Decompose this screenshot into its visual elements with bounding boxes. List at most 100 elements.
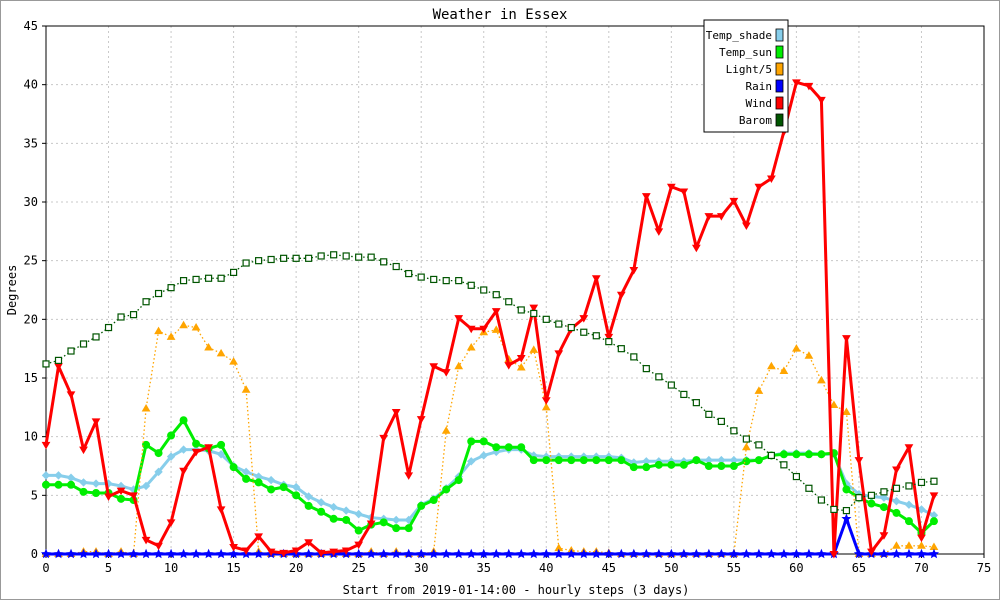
data-point-light-5 [904,541,914,549]
x-tick-label: 70 [914,561,928,575]
x-tick-label: 50 [664,561,678,575]
data-point-rain [766,548,777,559]
data-point-barom [192,275,200,284]
data-point-temp-sun [54,480,63,489]
data-point-wind [754,183,764,192]
data-point-temp-shade [266,475,276,485]
data-point-temp-sun [517,443,526,452]
data-point-barom [717,417,725,426]
data-point-barom [880,488,888,496]
data-point-temp-sun [717,462,726,470]
data-point-rain [603,548,614,559]
data-point-temp-shade [917,505,926,514]
data-point-barom [154,289,163,298]
data-point-barom [142,298,150,306]
data-point-wind [404,472,414,480]
data-point-rain [441,548,452,559]
data-point-temp-sun [242,474,251,483]
data-point-barom [892,484,901,492]
data-point-temp-sun [617,456,626,465]
data-point-wind [316,549,326,558]
data-point-rain [591,548,602,559]
data-point-rain [628,548,639,559]
x-tick-label: 10 [164,561,178,575]
data-point-barom [392,262,400,271]
data-point-barom [905,482,913,490]
data-point-wind [679,188,689,196]
data-point-light-5 [241,385,251,393]
data-point-rain [403,548,414,559]
data-point-rain [753,548,764,559]
data-point-rain [378,548,389,559]
data-point-wind [216,506,226,514]
data-point-barom [267,255,275,264]
data-point-rain [903,548,914,559]
data-point-temp-shade [166,452,176,461]
y-axis-label: Degrees [5,265,19,316]
data-point-barom [767,451,775,460]
data-point-wind [79,446,88,455]
data-point-wind [254,533,263,541]
data-point-temp-sun [792,450,801,459]
data-point-wind [304,539,314,547]
data-point-light-5 [141,404,151,412]
data-point-wind [191,448,201,457]
data-point-temp-sun [417,501,426,510]
data-point-rain [553,548,564,559]
data-point-barom [342,252,350,260]
data-point-barom [355,253,363,261]
y-tick-label: 15 [24,371,38,385]
data-point-temp-sun [804,450,813,459]
data-point-rain [65,548,77,559]
data-point-wind [291,547,301,555]
data-point-barom [667,381,675,389]
data-point-barom [605,338,613,346]
data-point-temp-sun [867,499,876,508]
data-point-rain [353,548,364,559]
data-point-rain [853,548,864,559]
x-tick-label: 45 [602,561,616,575]
data-point-wind [616,291,626,300]
data-point-temp-sun [317,507,326,516]
data-point-wind [829,551,839,559]
legend-label: Wind [746,97,773,110]
data-point-wind [629,267,639,275]
data-point-wind [391,409,401,417]
data-point-temp-sun [179,416,188,425]
data-point-temp-sun [442,485,451,494]
data-point-light-5 [166,332,176,340]
x-tick-label: 25 [351,561,365,575]
data-point-temp-sun [504,443,513,452]
legend-label: Temp_sun [719,46,772,59]
legend-swatch [775,79,784,93]
data-point-temp-sun [254,478,263,487]
data-point-temp-shade [316,498,326,507]
data-point-barom [67,347,75,355]
data-point-wind [792,79,801,87]
data-point-wind [804,82,814,91]
legend-label: Temp_shade [706,29,772,42]
data-point-barom [255,257,263,265]
legend-swatch [775,113,784,127]
data-point-barom [842,506,851,515]
data-point-temp-sun [892,508,901,517]
y-tick-label: 5 [31,488,38,502]
data-point-barom [592,332,600,340]
data-point-light-5 [742,442,751,451]
data-point-temp-sun [904,517,913,526]
data-point-rain [503,548,514,559]
data-point-light-5 [229,357,238,365]
data-point-temp-sun [192,439,201,448]
data-point-rain [928,548,940,559]
legend-swatch [775,62,784,76]
data-point-light-5 [191,323,201,331]
data-point-wind [441,369,451,377]
data-point-wind [41,441,51,450]
x-tick-label: 30 [414,561,428,575]
data-point-rain [916,548,927,559]
x-axis-label: Start from 2019-01-14:00 - hourly steps … [343,583,690,597]
x-tick-label: 0 [42,561,49,575]
data-point-barom [780,461,788,469]
data-point-wind [842,335,851,343]
data-point-wind [742,222,751,230]
